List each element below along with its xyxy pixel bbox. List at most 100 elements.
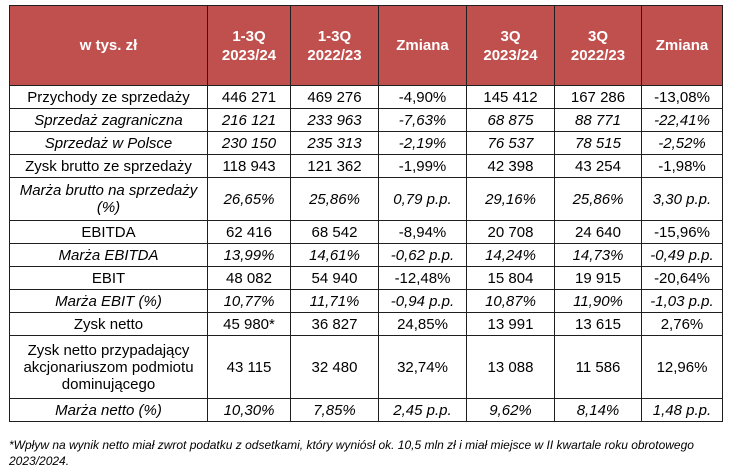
- table-cell: 43 254: [554, 154, 642, 178]
- row-label: EBIT: [9, 266, 208, 290]
- table-cell: -2,52%: [641, 131, 723, 155]
- table-cell: 12,96%: [641, 335, 723, 399]
- header-3q-2022-23: 3Q 2022/23: [554, 5, 642, 86]
- table-cell: -1,99%: [378, 154, 467, 178]
- table-cell: 42 398: [466, 154, 555, 178]
- row-label: Marża EBIT (%): [9, 289, 208, 313]
- table-cell: 118 943: [207, 154, 291, 178]
- table-cell: 54 940: [290, 266, 379, 290]
- row-label: Zysk netto: [9, 312, 208, 336]
- row-label: EBITDA: [9, 220, 208, 244]
- table-cell: -0,62 p.p.: [378, 243, 467, 267]
- table-cell: 26,65%: [207, 177, 291, 221]
- table-cell: 8,14%: [554, 398, 642, 422]
- table-cell: 233 963: [290, 108, 379, 132]
- row-label: Marża brutto na sprzedaży (%): [9, 177, 208, 221]
- table-cell: 25,86%: [554, 177, 642, 221]
- table-cell: 43 115: [207, 335, 291, 399]
- table-row: Marża EBITDA 13,99% 14,61% -0,62 p.p. 14…: [9, 243, 723, 267]
- table-cell: 3,30 p.p.: [641, 177, 723, 221]
- row-label: Marża netto (%): [9, 398, 208, 422]
- row-label: Zysk netto przypadający akcjonariuszom p…: [9, 335, 208, 399]
- header-change-ytd: Zmiana: [378, 5, 467, 86]
- table-cell: -20,64%: [641, 266, 723, 290]
- header-unit: w tys. zł: [9, 5, 208, 86]
- table-cell: 24,85%: [378, 312, 467, 336]
- table-cell: -13,08%: [641, 85, 723, 109]
- table-row: Zysk netto 45 980* 36 827 24,85% 13 991 …: [9, 312, 723, 336]
- table-row: Marża brutto na sprzedaży (%) 26,65% 25,…: [9, 177, 723, 221]
- table-cell: 32,74%: [378, 335, 467, 399]
- table-cell: 13 991: [466, 312, 555, 336]
- table-cell: -7,63%: [378, 108, 467, 132]
- financial-results-table: w tys. zł 1-3Q 2023/24 1-3Q 2022/23 Zmiana…: [9, 5, 723, 422]
- table-cell: -22,41%: [641, 108, 723, 132]
- row-label: Marża EBITDA: [9, 243, 208, 267]
- table-cell: 32 480: [290, 335, 379, 399]
- table-cell: -1,98%: [641, 154, 723, 178]
- header-row: w tys. zł 1-3Q 2023/24 1-3Q 2022/23 Zmiana…: [9, 5, 723, 86]
- table-cell: -0,94 p.p.: [378, 289, 467, 313]
- table-row: Marża netto (%) 10,30% 7,85% 2,45 p.p. 9…: [9, 398, 723, 422]
- table-cell: -4,90%: [378, 85, 467, 109]
- table-cell: 145 412: [466, 85, 555, 109]
- table-row: EBIT 48 082 54 940 -12,48% 15 804 19 915…: [9, 266, 723, 290]
- table-cell: -8,94%: [378, 220, 467, 244]
- table-cell: 235 313: [290, 131, 379, 155]
- table-cell: -2,19%: [378, 131, 467, 155]
- table-cell: -0,49 p.p.: [641, 243, 723, 267]
- table-cell: 24 640: [554, 220, 642, 244]
- table-cell: 230 150: [207, 131, 291, 155]
- table-cell: 2,45 p.p.: [378, 398, 467, 422]
- table-row: Przychody ze sprzedaży 446 271 469 276 -…: [9, 85, 723, 109]
- table-row: Sprzedaż zagraniczna 216 121 233 963 -7,…: [9, 108, 723, 132]
- table-cell: 1,48 p.p.: [641, 398, 723, 422]
- table-cell: 446 271: [207, 85, 291, 109]
- table-cell: 7,85%: [290, 398, 379, 422]
- table-row: Marża EBIT (%) 10,77% 11,71% -0,94 p.p. …: [9, 289, 723, 313]
- table-row: Zysk brutto ze sprzedaży 118 943 121 362…: [9, 154, 723, 178]
- table-cell: 11 586: [554, 335, 642, 399]
- table-cell: 11,71%: [290, 289, 379, 313]
- table-cell: -12,48%: [378, 266, 467, 290]
- table-cell: 13,99%: [207, 243, 291, 267]
- header-1-3q-2022-23: 1-3Q 2022/23: [290, 5, 379, 86]
- table-cell: 11,90%: [554, 289, 642, 313]
- table-cell: 167 286: [554, 85, 642, 109]
- header-1-3q-2023-24: 1-3Q 2023/24: [207, 5, 291, 86]
- table-cell: 10,77%: [207, 289, 291, 313]
- table-row: Zysk netto przypadający akcjonariuszom p…: [9, 335, 723, 399]
- table-cell: 14,24%: [466, 243, 555, 267]
- table-cell: 10,30%: [207, 398, 291, 422]
- table-cell: 0,79 p.p.: [378, 177, 467, 221]
- table-cell: 45 980*: [207, 312, 291, 336]
- table-cell: 25,86%: [290, 177, 379, 221]
- row-label: Przychody ze sprzedaży: [9, 85, 208, 109]
- table-cell: 88 771: [554, 108, 642, 132]
- row-label: Zysk brutto ze sprzedaży: [9, 154, 208, 178]
- table-cell: 13 088: [466, 335, 555, 399]
- table-cell: 10,87%: [466, 289, 555, 313]
- table-cell: -15,96%: [641, 220, 723, 244]
- financial-results-table-container: w tys. zł 1-3Q 2023/24 1-3Q 2022/23 Zmiana…: [9, 5, 723, 422]
- table-cell: 121 362: [290, 154, 379, 178]
- header-change-quarter: Zmiana: [641, 5, 723, 86]
- table-cell: 48 082: [207, 266, 291, 290]
- table-cell: 19 915: [554, 266, 642, 290]
- table-cell: -1,03 p.p.: [641, 289, 723, 313]
- table-cell: 78 515: [554, 131, 642, 155]
- table-cell: 2,76%: [641, 312, 723, 336]
- table-row: Sprzedaż w Polsce 230 150 235 313 -2,19%…: [9, 131, 723, 155]
- table-cell: 469 276: [290, 85, 379, 109]
- header-3q-2023-24: 3Q 2023/24: [466, 5, 555, 86]
- footnote: *Wpływ na wynik netto miał zwrot podatku…: [9, 438, 694, 468]
- table-cell: 20 708: [466, 220, 555, 244]
- table-cell: 13 615: [554, 312, 642, 336]
- table-cell: 15 804: [466, 266, 555, 290]
- table-cell: 68 542: [290, 220, 379, 244]
- table-cell: 14,61%: [290, 243, 379, 267]
- row-label: Sprzedaż zagraniczna: [9, 108, 208, 132]
- table-cell: 216 121: [207, 108, 291, 132]
- table-row: EBITDA 62 416 68 542 -8,94% 20 708 24 64…: [9, 220, 723, 244]
- table-cell: 29,16%: [466, 177, 555, 221]
